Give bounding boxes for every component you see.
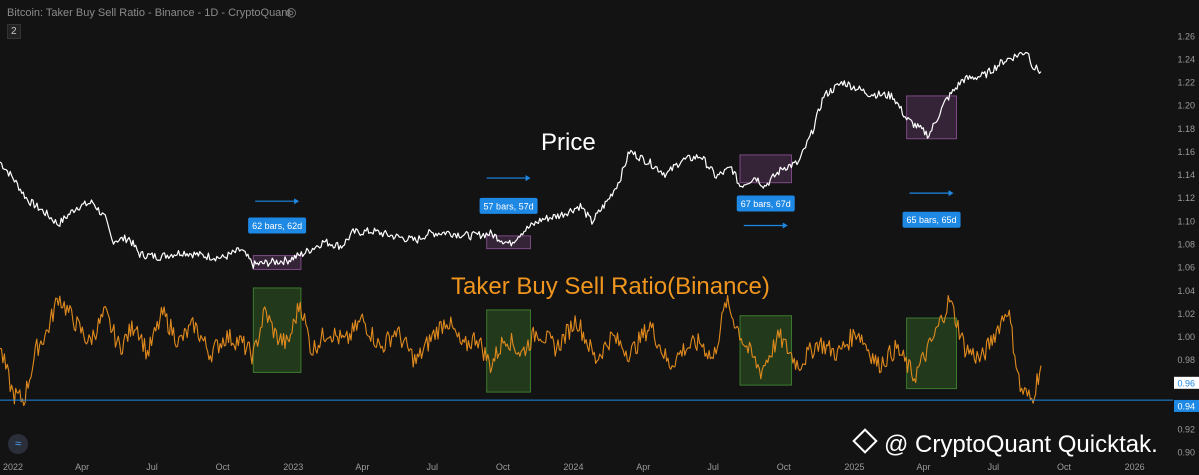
y-tick-label-2: 1.24 (1177, 54, 1195, 64)
tradingview-logo-icon[interactable]: ≈ (8, 434, 28, 454)
x-tick-label-9: 2024 (563, 462, 583, 472)
x-tick-label-5: 2023 (283, 462, 303, 472)
measure-label-bg-2 (479, 197, 538, 214)
y-tick-label-12: 1.04 (1177, 286, 1195, 296)
x-tick-label-7: Jul (426, 462, 438, 472)
y-tick-label-5: 1.18 (1177, 124, 1195, 134)
y-tick-label-11: 1.06 (1177, 263, 1195, 273)
value-tag-1: 0.96 (1177, 378, 1195, 388)
x-axis: 2022 Apr Jul Oct 2023 Apr Jul Oct 2024 Apr Jul Oct 2… (3, 462, 1145, 472)
measure-label-bg-1 (248, 217, 307, 234)
ratio-series-label: Taker Buy Sell Ratio(Binance) (451, 273, 770, 300)
binance-logo-icon (852, 428, 878, 454)
y-tick-label-13: 1.02 (1177, 309, 1195, 319)
measure-label-3: 67 bars, 67d (741, 199, 791, 209)
x-tick-label-8: Oct (496, 462, 511, 472)
measure-label-1: 62 bars, 62d (252, 221, 302, 231)
watermark-text: @ CryptoQuant Quicktak. (884, 431, 1158, 458)
price-series-line (0, 51, 1042, 269)
x-tick-label-1: 2022 (3, 462, 23, 472)
measure-arrowhead-4 (948, 190, 954, 197)
x-tick-label-12: Oct (777, 462, 792, 472)
price-range-box-4 (906, 95, 958, 140)
x-tick-label-10: Apr (636, 462, 650, 472)
ratio-series-line (0, 294, 1042, 407)
value-tag-bg-1 (1174, 376, 1199, 389)
y-tick-label-1: 1.26 (1177, 31, 1195, 41)
x-tick-label-17: 2026 (1125, 462, 1145, 472)
x-tick-label-3: Jul (146, 462, 158, 472)
measure-arrowhead-1 (294, 198, 300, 205)
measure-label-bg-4 (902, 211, 961, 228)
chart-header-title: Bitcoin: Taker Buy Sell Ratio - Binance … (7, 7, 291, 19)
y-tick-label-15: 0.98 (1177, 355, 1195, 365)
y-axis: 1.26 1.24 1.22 1.20 1.18 1.16 1.14 1.12 1.10 1.08… (1174, 31, 1199, 458)
annotation-boxes (252, 95, 958, 393)
ratio-range-box-8 (906, 317, 958, 390)
eye-hidden-icon[interactable]: ◎ (286, 5, 297, 19)
x-tick-label-6: Apr (355, 462, 369, 472)
x-tick-label-4: Oct (216, 462, 231, 472)
measure-arrowhead-2 (525, 175, 531, 182)
y-tick-label-8: 1.12 (1177, 193, 1195, 203)
y-tick-label-7: 1.14 (1177, 170, 1195, 180)
measure-arrowhead-3 (782, 222, 788, 229)
x-tick-label-14: Apr (916, 462, 930, 472)
y-tick-label-10: 1.08 (1177, 240, 1195, 250)
value-tag-bg-2 (1174, 399, 1199, 412)
y-tick-label-14: 1.00 (1177, 332, 1195, 342)
x-tick-label-15: Jul (988, 462, 1000, 472)
y-tick-label-3: 1.22 (1177, 78, 1195, 88)
price-series-label: Price (541, 129, 596, 156)
y-tick-label-4: 1.20 (1177, 101, 1195, 111)
x-tick-label-13: 2025 (844, 462, 864, 472)
watermark: @ CryptoQuant Quicktak. (852, 428, 1158, 459)
y-tick-label-9: 1.10 (1177, 216, 1195, 226)
measure-label-4: 65 bars, 65d (907, 215, 957, 225)
y-tick-label-18: 0.92 (1177, 425, 1195, 435)
annotation-markers: 62 bars, 62d 57 bars, 57d 67 bars, 67d 65 b… (248, 175, 961, 234)
ratio-range-box-5 (252, 287, 302, 373)
y-tick-label-19: 0.90 (1177, 448, 1195, 458)
x-tick-label-16: Oct (1057, 462, 1072, 472)
measure-label-2: 57 bars, 57d (484, 201, 534, 211)
x-tick-label-11: Jul (707, 462, 719, 472)
collapse-badge[interactable]: 2 (7, 24, 21, 39)
ratio-range-box-6 (486, 309, 531, 393)
x-tick-label-2: Apr (75, 462, 89, 472)
series-layer (0, 51, 1173, 407)
value-tag-2: 0.94 (1177, 401, 1195, 411)
measure-label-bg-3 (736, 195, 795, 212)
y-tick-label-6: 1.16 (1177, 147, 1195, 157)
